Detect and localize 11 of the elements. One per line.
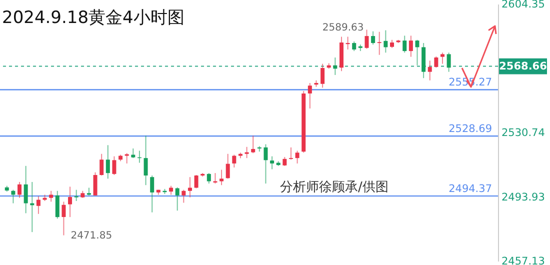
ref-line-label: 2568.66	[499, 60, 547, 72]
ref-line-label: 2528.69	[448, 123, 492, 136]
ref-line-label: 2494.37	[448, 182, 492, 195]
y-tick-label: 2457.13	[502, 256, 545, 265]
annotation: 分析师徐顾承/供图	[280, 180, 388, 195]
y-tick-label: 2493.93	[502, 191, 545, 204]
y-tick-label: 2604.35	[502, 0, 545, 10]
annotation: 2589.63	[322, 22, 364, 34]
annotation: 2471.85	[70, 230, 112, 242]
chart-title: 2024.9.18黄金4小时图	[2, 8, 184, 28]
y-tick-label: 2530.74	[502, 127, 546, 139]
